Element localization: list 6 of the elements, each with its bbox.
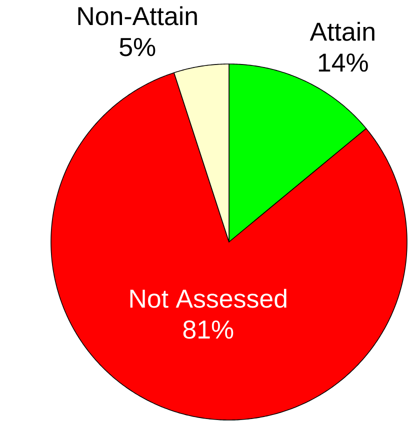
slice-label: Non-Attain [78, 6, 197, 26]
slice-label: Attain [310, 22, 374, 41]
data-label: 14% [318, 54, 368, 72]
slice-label: Not Assessed [130, 288, 286, 308]
data-label: 5% [120, 38, 156, 56]
data-label: 81% [183, 320, 234, 339]
